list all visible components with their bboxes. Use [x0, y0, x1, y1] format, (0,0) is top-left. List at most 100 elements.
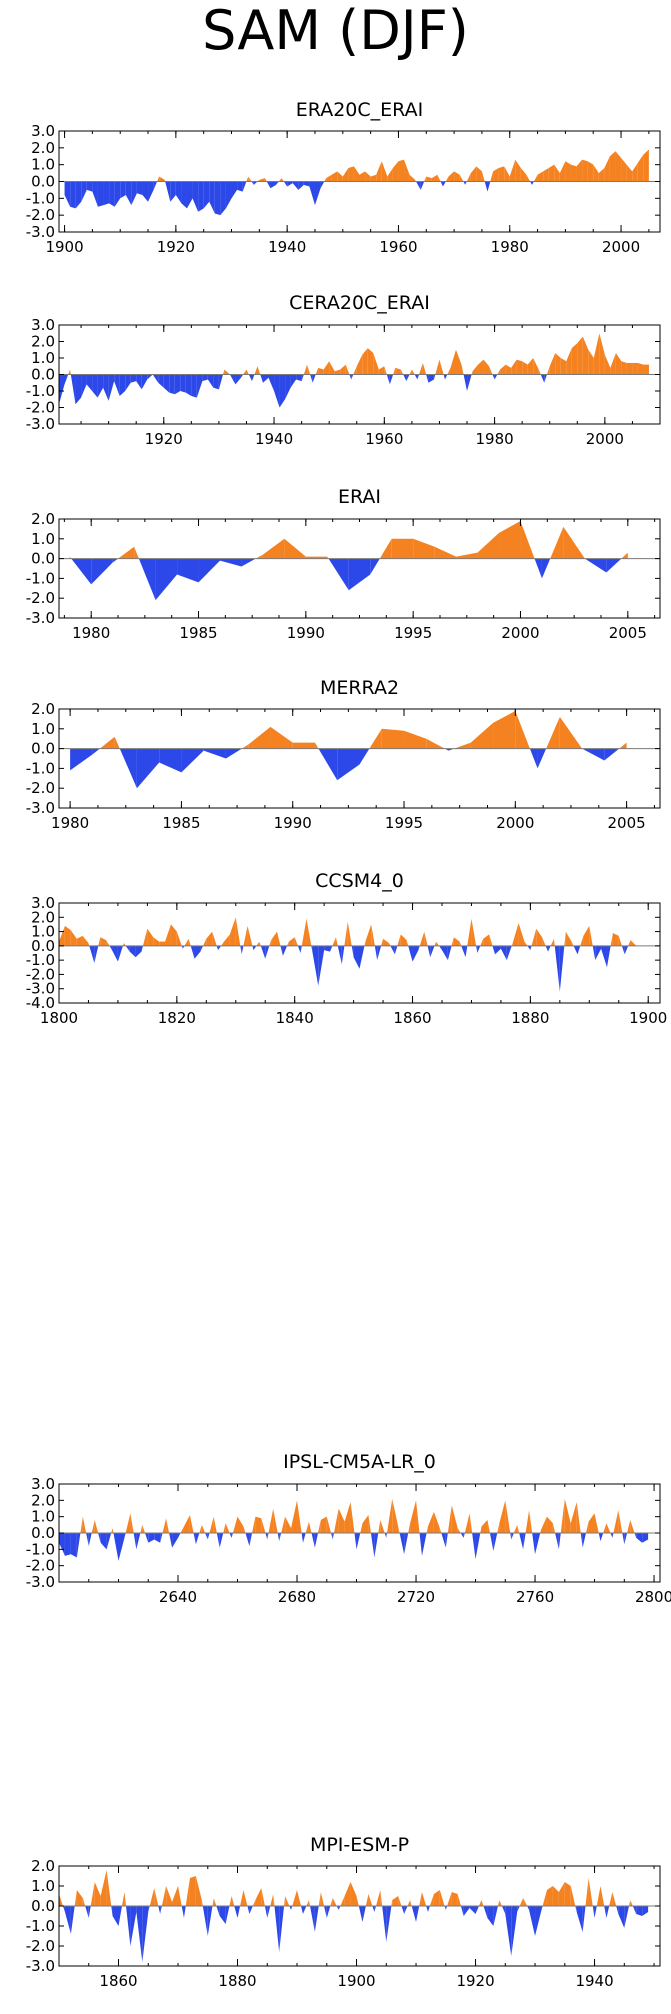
- x-tick-label: 1960: [365, 430, 403, 448]
- y-tick-label: -3.0: [26, 223, 55, 241]
- positive-area-segment: [451, 937, 454, 946]
- negative-area-segment: [125, 945, 130, 952]
- y-tick-label: 1.0: [31, 923, 55, 941]
- positive-area-segment: [64, 925, 71, 946]
- negative-area-segment: [461, 945, 466, 958]
- positive-area-segment: [378, 1519, 381, 1533]
- negative-area-segment: [463, 181, 466, 185]
- negative-area-segment: [338, 1906, 341, 1910]
- positive-area-segment: [213, 1898, 217, 1906]
- positive-area-segment: [409, 369, 412, 375]
- negative-area-segment: [483, 1906, 488, 1918]
- positive-area-segment: [582, 159, 588, 182]
- negative-area-segment: [70, 1906, 75, 1934]
- positive-area-segment: [546, 1886, 553, 1906]
- negative-area-segment: [401, 1906, 405, 1914]
- negative-area-segment: [225, 1906, 230, 1924]
- positive-area-segment: [570, 164, 577, 182]
- positive-area-segment: [229, 917, 236, 946]
- negative-area-segment: [545, 945, 549, 952]
- positive-area-segment: [505, 364, 512, 375]
- positive-area-segment: [262, 538, 285, 559]
- positive-area-segment: [124, 1892, 126, 1906]
- negative-area-segment: [386, 374, 390, 385]
- positive-area-segment: [381, 938, 384, 946]
- x-tick-label: 1995: [385, 814, 423, 832]
- positive-area-segment: [643, 364, 649, 375]
- positive-area-segment: [387, 168, 393, 182]
- positive-area-segment: [552, 1886, 559, 1906]
- positive-area-segment: [481, 1900, 484, 1906]
- negative-area-segment: [534, 558, 542, 579]
- negative-area-segment: [301, 1533, 303, 1543]
- negative-area-segment: [207, 1533, 210, 1540]
- negative-area-segment: [404, 1533, 409, 1555]
- positive-area-segment: [606, 1523, 611, 1533]
- negative-area-segment: [580, 1533, 583, 1548]
- positive-area-segment: [94, 1519, 99, 1533]
- panel-title: CCSM4_0: [315, 870, 404, 892]
- positive-area-segment: [308, 1900, 311, 1906]
- negative-area-segment: [81, 374, 87, 398]
- positive-area-segment: [246, 176, 249, 182]
- positive-area-segment: [560, 1498, 565, 1533]
- positive-area-segment: [421, 1892, 427, 1906]
- positive-area-segment: [571, 941, 574, 946]
- negative-area-segment: [300, 945, 302, 953]
- positive-area-segment: [618, 1510, 623, 1533]
- positive-area-segment: [353, 166, 360, 182]
- negative-area-segment: [147, 374, 153, 380]
- y-tick-label: -1.0: [26, 382, 55, 400]
- negative-area-segment: [181, 748, 204, 773]
- positive-area-segment: [588, 1878, 593, 1906]
- y-tick-label: -3.0: [26, 415, 55, 433]
- negative-area-segment: [537, 748, 547, 769]
- negative-area-segment: [186, 181, 193, 209]
- negative-area-segment: [178, 1533, 181, 1538]
- y-tick-label: -4.0: [26, 994, 55, 1012]
- positive-area-segment: [259, 941, 261, 946]
- positive-area-segment: [599, 333, 605, 375]
- negative-area-segment: [252, 945, 254, 951]
- panel-title: ERA20C_ERAI: [296, 99, 423, 121]
- positive-area-segment: [147, 928, 154, 946]
- y-tick-label: -2.0: [26, 589, 55, 607]
- positive-area-segment: [434, 941, 437, 946]
- negative-area-segment: [136, 1906, 143, 1962]
- positive-area-segment: [254, 366, 258, 375]
- positive-area-segment: [558, 1882, 565, 1906]
- positive-area-segment: [433, 1511, 440, 1533]
- negative-area-segment: [622, 1533, 625, 1545]
- negative-area-segment: [475, 1533, 481, 1560]
- negative-area-segment: [70, 748, 93, 771]
- positive-area-segment: [59, 925, 65, 946]
- y-tick-label: 2.0: [31, 1857, 55, 1875]
- negative-area-segment: [374, 945, 378, 961]
- positive-area-segment: [450, 349, 456, 375]
- positive-area-segment: [212, 931, 217, 946]
- positive-area-segment: [252, 1516, 256, 1533]
- positive-area-segment: [533, 174, 538, 182]
- positive-area-segment: [537, 171, 544, 182]
- positive-area-segment: [324, 178, 327, 182]
- negative-area-segment: [311, 1533, 315, 1548]
- negative-area-segment: [180, 374, 186, 393]
- positive-area-segment: [447, 367, 451, 375]
- negative-area-segment: [442, 181, 446, 187]
- negative-area-segment: [203, 181, 210, 209]
- positive-area-segment: [370, 174, 377, 182]
- negative-area-segment: [318, 945, 325, 986]
- positive-area-segment: [367, 348, 374, 375]
- negative-area-segment: [260, 374, 264, 383]
- negative-area-segment: [114, 181, 121, 207]
- negative-area-segment: [310, 1906, 315, 1932]
- positive-area-segment: [477, 532, 500, 559]
- y-tick-label: 2.0: [31, 139, 55, 157]
- positive-area-segment: [337, 171, 343, 182]
- negative-area-segment: [220, 181, 226, 216]
- negative-area-segment: [577, 945, 581, 955]
- negative-area-segment: [70, 1533, 77, 1558]
- positive-area-segment: [615, 151, 622, 182]
- negative-area-segment: [298, 181, 304, 190]
- positive-area-segment: [515, 159, 521, 182]
